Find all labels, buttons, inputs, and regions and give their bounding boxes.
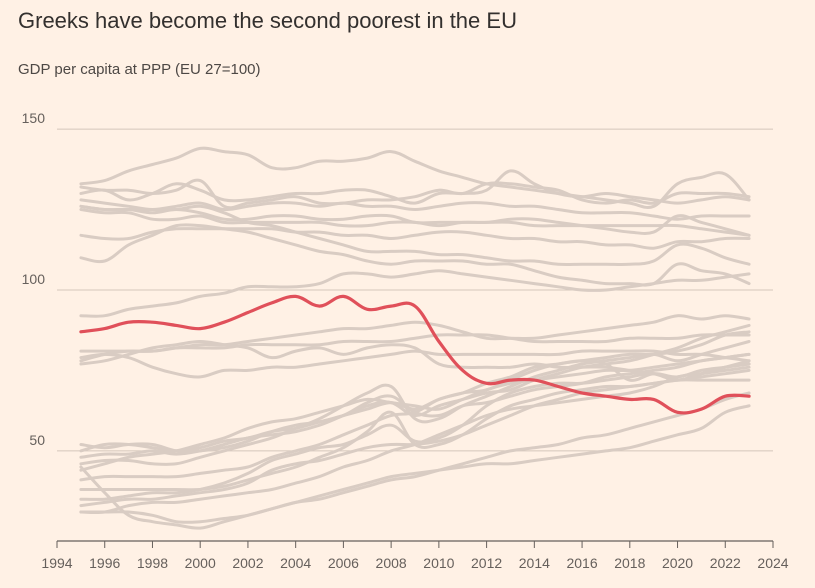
series-line-11: [79, 314, 751, 353]
x-tick-label-2014: 2014: [519, 555, 550, 571]
series-line-6: [79, 208, 751, 237]
series-line-8: [79, 223, 751, 287]
series-line-24: [79, 365, 751, 515]
x-tick-label-2006: 2006: [328, 555, 359, 571]
x-tick-label-2016: 2016: [566, 555, 597, 571]
series-line-12: [79, 333, 751, 363]
y-tick-label-50: 50: [29, 432, 45, 448]
series-lines: [79, 146, 751, 530]
x-tick-label-2010: 2010: [423, 555, 454, 571]
x-tick-label-1998: 1998: [137, 555, 168, 571]
series-line-26: [79, 391, 751, 524]
series-line-20: [79, 359, 751, 482]
x-tick-label-2008: 2008: [376, 555, 407, 571]
y-tick-label-100: 100: [22, 271, 46, 287]
series-line-7: [79, 227, 751, 250]
series-line-10: [79, 269, 751, 318]
series-line-2: [79, 178, 751, 210]
series-line-16: [79, 323, 751, 459]
x-tick-label-1994: 1994: [41, 555, 72, 571]
series-line-13: [79, 349, 751, 379]
chart-title: Greeks have become the second poorest in…: [18, 8, 517, 33]
gridlines: [57, 128, 773, 452]
series-line-4: [79, 198, 751, 221]
x-tick-label-2012: 2012: [471, 555, 502, 571]
series-line-19: [79, 352, 751, 472]
x-tick-label-1996: 1996: [89, 555, 120, 571]
chart-subtitle: GDP per capita at PPP (EU 27=100): [18, 61, 261, 78]
highlight-series-line: [79, 294, 751, 415]
series-line-18: [79, 340, 751, 466]
x-tick-label-2020: 2020: [662, 555, 693, 571]
x-tick-label-2000: 2000: [185, 555, 216, 571]
y-axis-labels: 50 100 150: [22, 110, 46, 448]
highlight-series: [79, 294, 751, 415]
x-axis: 1994 1996 1998 2000 2002 2004 2006 2008 2010 2012…: [41, 540, 789, 571]
series-line-1: [79, 146, 751, 209]
series-line-3: [79, 169, 751, 205]
x-tick-label-2024: 2024: [757, 555, 788, 571]
x-tick-label-2002: 2002: [232, 555, 263, 571]
x-tick-label-2004: 2004: [280, 555, 311, 571]
x-tick-label-2018: 2018: [614, 555, 645, 571]
series-line-23: [79, 368, 751, 508]
series-line-22: [79, 359, 751, 501]
y-tick-label-150: 150: [22, 110, 46, 126]
series-line-9: [79, 204, 751, 266]
x-tick-label-2022: 2022: [710, 555, 741, 571]
series-line-25: [79, 404, 751, 530]
